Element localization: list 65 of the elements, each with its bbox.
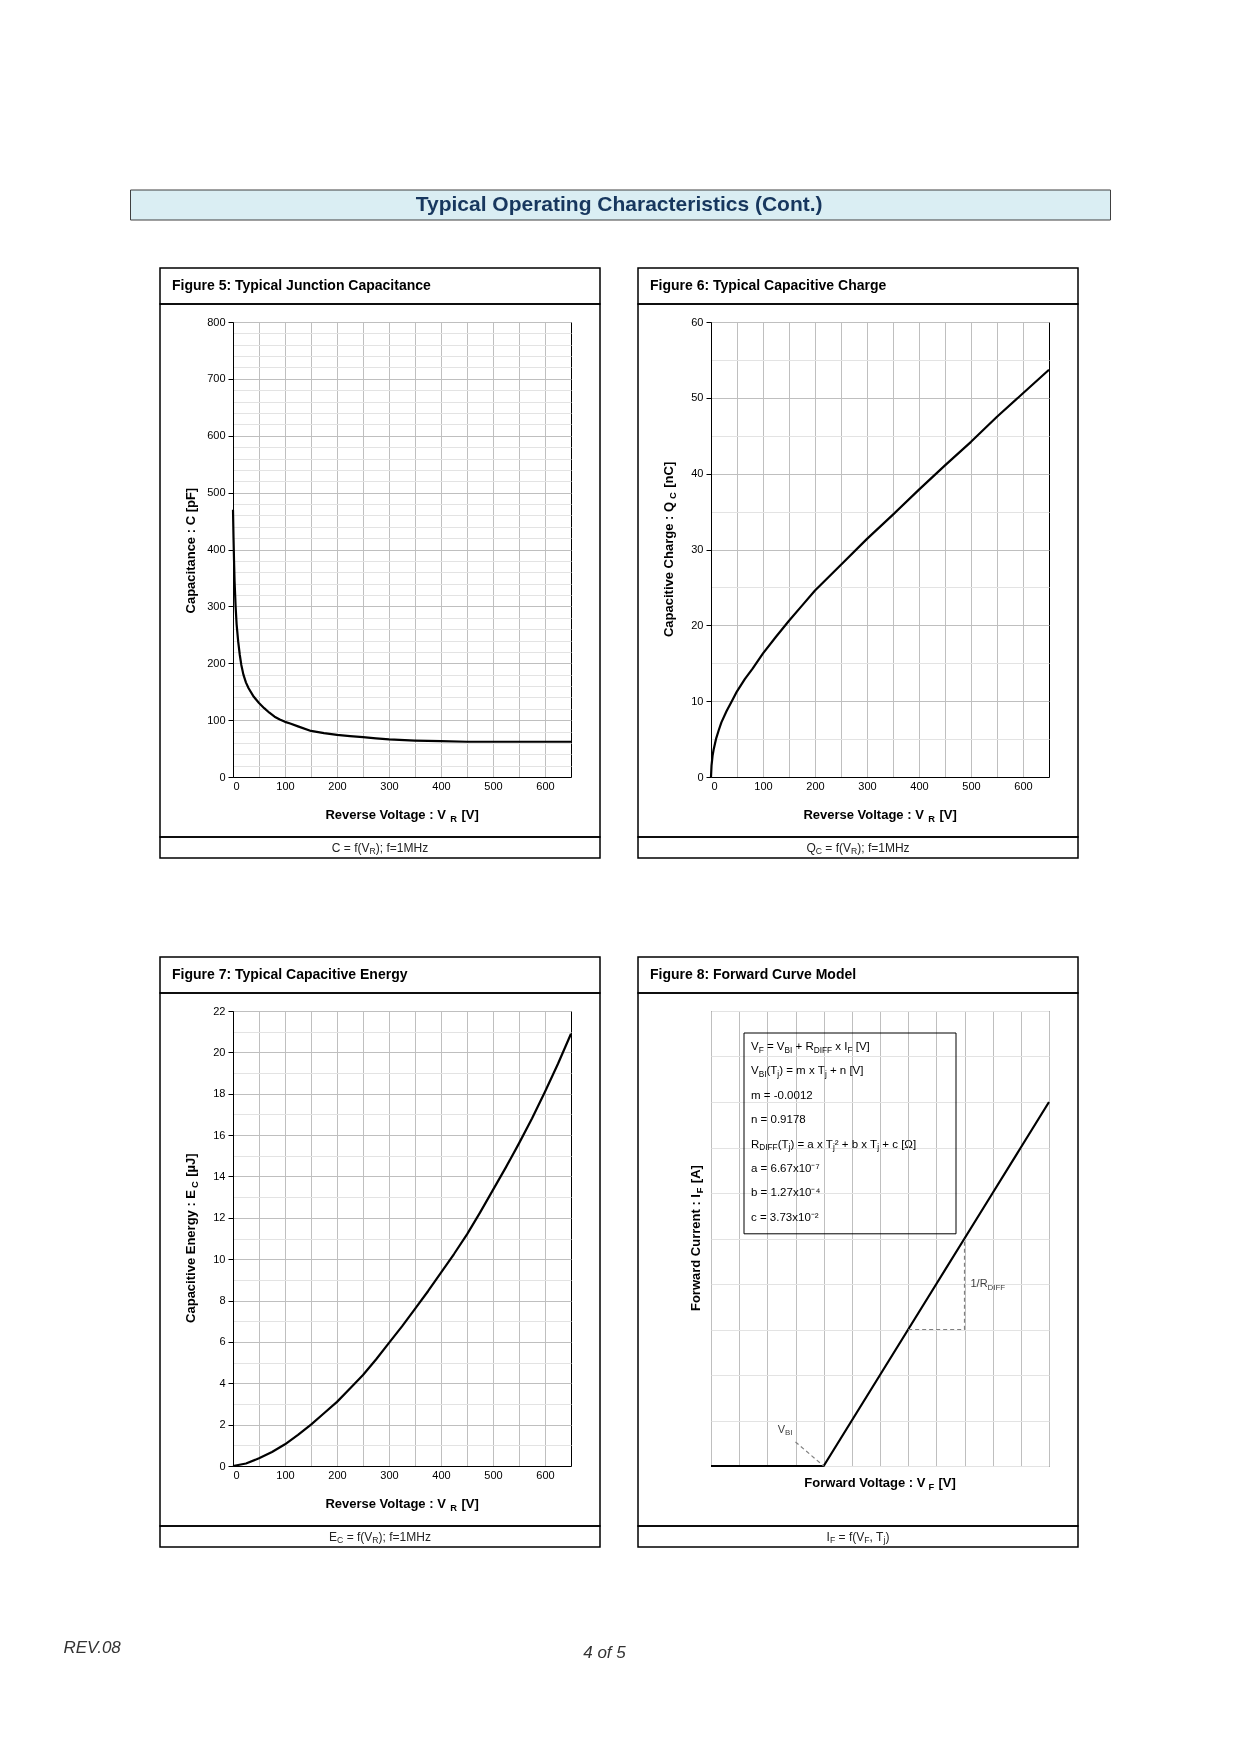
y-axis-title: Capacitance : C [pF] bbox=[183, 487, 198, 614]
y-tick-label: 8 bbox=[219, 1294, 226, 1307]
y-axis-title: Forward Current : IF [A] bbox=[688, 1165, 706, 1312]
y-tick-label: 12 bbox=[213, 1211, 226, 1224]
y-tick-label: 200 bbox=[207, 656, 226, 669]
text: 4 of 5 bbox=[583, 1643, 627, 1662]
x-tick-label: 600 bbox=[536, 1468, 555, 1481]
x-tick-label: 300 bbox=[380, 1468, 399, 1481]
y-tick-label: 22 bbox=[213, 1004, 226, 1017]
x-tick-label: 200 bbox=[328, 779, 347, 792]
y-tick-label: 800 bbox=[207, 315, 226, 328]
chart-title: Figure 8: Forward Curve Model bbox=[650, 966, 857, 982]
annotation: b = 1.27x10⁻⁴ bbox=[751, 1186, 821, 1199]
text: REV.08 bbox=[63, 1638, 122, 1657]
y-tick-label: 20 bbox=[213, 1045, 226, 1058]
x-tick-label: 500 bbox=[484, 779, 503, 792]
y-tick-label: 500 bbox=[207, 486, 226, 499]
x-tick-label: 400 bbox=[432, 779, 451, 792]
y-tick-label: 300 bbox=[207, 599, 226, 612]
x-tick-label: 500 bbox=[484, 1468, 503, 1481]
y-tick-label: 6 bbox=[219, 1335, 226, 1348]
x-tick-label: 0 bbox=[233, 779, 240, 792]
x-tick-label: 100 bbox=[754, 779, 773, 792]
y-tick-label: 4 bbox=[219, 1376, 226, 1389]
y-tick-label: 20 bbox=[691, 618, 704, 631]
y-tick-label: 60 bbox=[691, 315, 704, 328]
y-tick-label: 10 bbox=[213, 1252, 226, 1265]
x-tick-label: 400 bbox=[910, 779, 929, 792]
annotation: a = 6.67x10⁻⁷ bbox=[751, 1162, 820, 1174]
annotation: n = 0.9178 bbox=[751, 1113, 806, 1126]
y-tick-label: 0 bbox=[697, 770, 704, 783]
y-tick-label: 50 bbox=[691, 391, 704, 404]
y-tick-label: 0 bbox=[219, 1459, 226, 1472]
y-tick-label: 18 bbox=[213, 1087, 226, 1100]
y-tick-label: 30 bbox=[691, 543, 704, 555]
y-tick-label: 40 bbox=[691, 467, 704, 480]
y-tick-label: 400 bbox=[207, 543, 226, 555]
text: m = -0.0012 bbox=[751, 1088, 813, 1101]
x-tick-label: 600 bbox=[1014, 779, 1033, 792]
x-tick-label: 200 bbox=[806, 779, 825, 792]
y-tick-label: 16 bbox=[213, 1128, 226, 1141]
x-tick-label: 0 bbox=[233, 1468, 240, 1481]
text: Typical Operating Characteristics (Cont.) bbox=[415, 192, 823, 215]
y-tick-label: 10 bbox=[691, 694, 704, 707]
x-tick-label: 600 bbox=[536, 779, 555, 792]
x-tick-label: 300 bbox=[858, 779, 877, 792]
y-axis-title: Capacitive Charge : QC [nC] bbox=[661, 461, 679, 638]
x-tick-label: 100 bbox=[276, 1468, 295, 1481]
y-tick-label: 14 bbox=[213, 1169, 226, 1182]
x-tick-label: 0 bbox=[711, 779, 718, 792]
y-tick-label: 700 bbox=[207, 372, 226, 385]
chart-title: Figure 5: Typical Junction Capacitance bbox=[172, 277, 432, 293]
y-tick-label: 0 bbox=[219, 770, 226, 783]
y-tick-label: 2 bbox=[219, 1418, 226, 1431]
x-tick-label: 500 bbox=[962, 779, 981, 792]
y-tick-label: 600 bbox=[207, 429, 226, 442]
y-tick-label: 100 bbox=[207, 713, 226, 726]
chart-title: Figure 6: Typical Capacitive Charge bbox=[650, 277, 887, 293]
x-tick-label: 200 bbox=[328, 1468, 347, 1481]
y-axis-title: Capacitive Energy : EC [µJ] bbox=[183, 1153, 201, 1323]
x-tick-label: 400 bbox=[432, 1468, 451, 1481]
annotation: c = 3.73x10⁻² bbox=[751, 1210, 819, 1223]
x-tick-label: 100 bbox=[276, 779, 295, 792]
x-tick-label: 300 bbox=[380, 779, 399, 792]
chart-title: Figure 7: Typical Capacitive Energy bbox=[172, 966, 408, 982]
